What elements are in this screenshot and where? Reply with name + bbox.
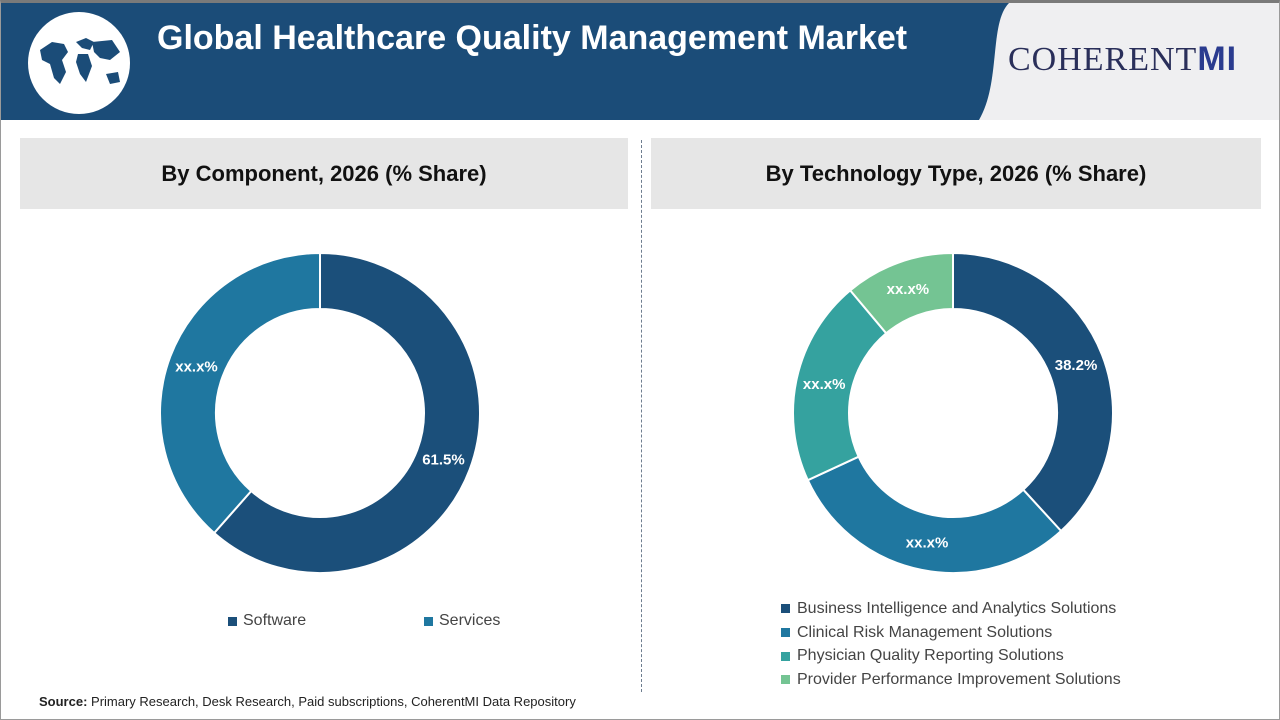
donut-slice [848, 251, 954, 335]
legend-label: Provider Performance Improvement Solutio… [797, 671, 1121, 689]
legend-label: Physician Quality Reporting Solutions [797, 647, 1064, 665]
component-chart-title: By Component, 2026 (% Share) [20, 138, 628, 209]
legend-swatch [781, 604, 790, 614]
coherentmi-logo: COHERENTMI [1008, 40, 1238, 78]
page-title: Global Healthcare Quality Management Mar… [157, 19, 908, 57]
logo-area [979, 3, 1279, 120]
technology-donut: 38.2% xx.x% xx.x% xx.x% [792, 251, 1114, 574]
donut-slice [952, 251, 1114, 533]
component-legend: Software Services [228, 612, 500, 630]
legend-label: Software [243, 612, 307, 629]
legend-item-software: Software [228, 612, 424, 630]
legend-item: Physician Quality Reporting Solutions [781, 644, 1121, 668]
technology-legend: Business Intelligence and Analytics Solu… [781, 597, 1121, 692]
legend-label: Services [439, 612, 501, 629]
legend-item-services: Services [424, 612, 500, 630]
legend-label: Business Intelligence and Analytics Solu… [797, 600, 1117, 617]
donut-slice [806, 455, 1063, 574]
donut-slice [212, 251, 481, 574]
globe-icon [28, 12, 130, 114]
legend-item: Business Intelligence and Analytics Solu… [781, 597, 1121, 621]
source-note: Source: Primary Research, Desk Research,… [39, 694, 576, 709]
data-label: 38.2% [1055, 357, 1098, 374]
data-label: xx.x% [887, 281, 930, 298]
data-label: xx.x% [175, 358, 218, 375]
legend-swatch [781, 651, 790, 661]
legend-swatch [781, 628, 790, 638]
data-label: xx.x% [906, 534, 949, 551]
donut-slice [159, 251, 321, 535]
legend-label: Clinical Risk Management Solutions [797, 623, 1053, 641]
legend-swatch [228, 616, 237, 626]
legend-swatch [424, 616, 433, 626]
technology-chart-title: By Technology Type, 2026 (% Share) [651, 138, 1261, 209]
divider [641, 140, 642, 692]
component-donut: 61.5% xx.x% [159, 251, 481, 574]
legend-item: Provider Performance Improvement Solutio… [781, 668, 1121, 692]
data-label: 61.5% [422, 452, 465, 469]
legend-swatch [781, 675, 790, 685]
data-label: xx.x% [803, 376, 846, 393]
legend-item: Clinical Risk Management Solutions [781, 621, 1121, 645]
